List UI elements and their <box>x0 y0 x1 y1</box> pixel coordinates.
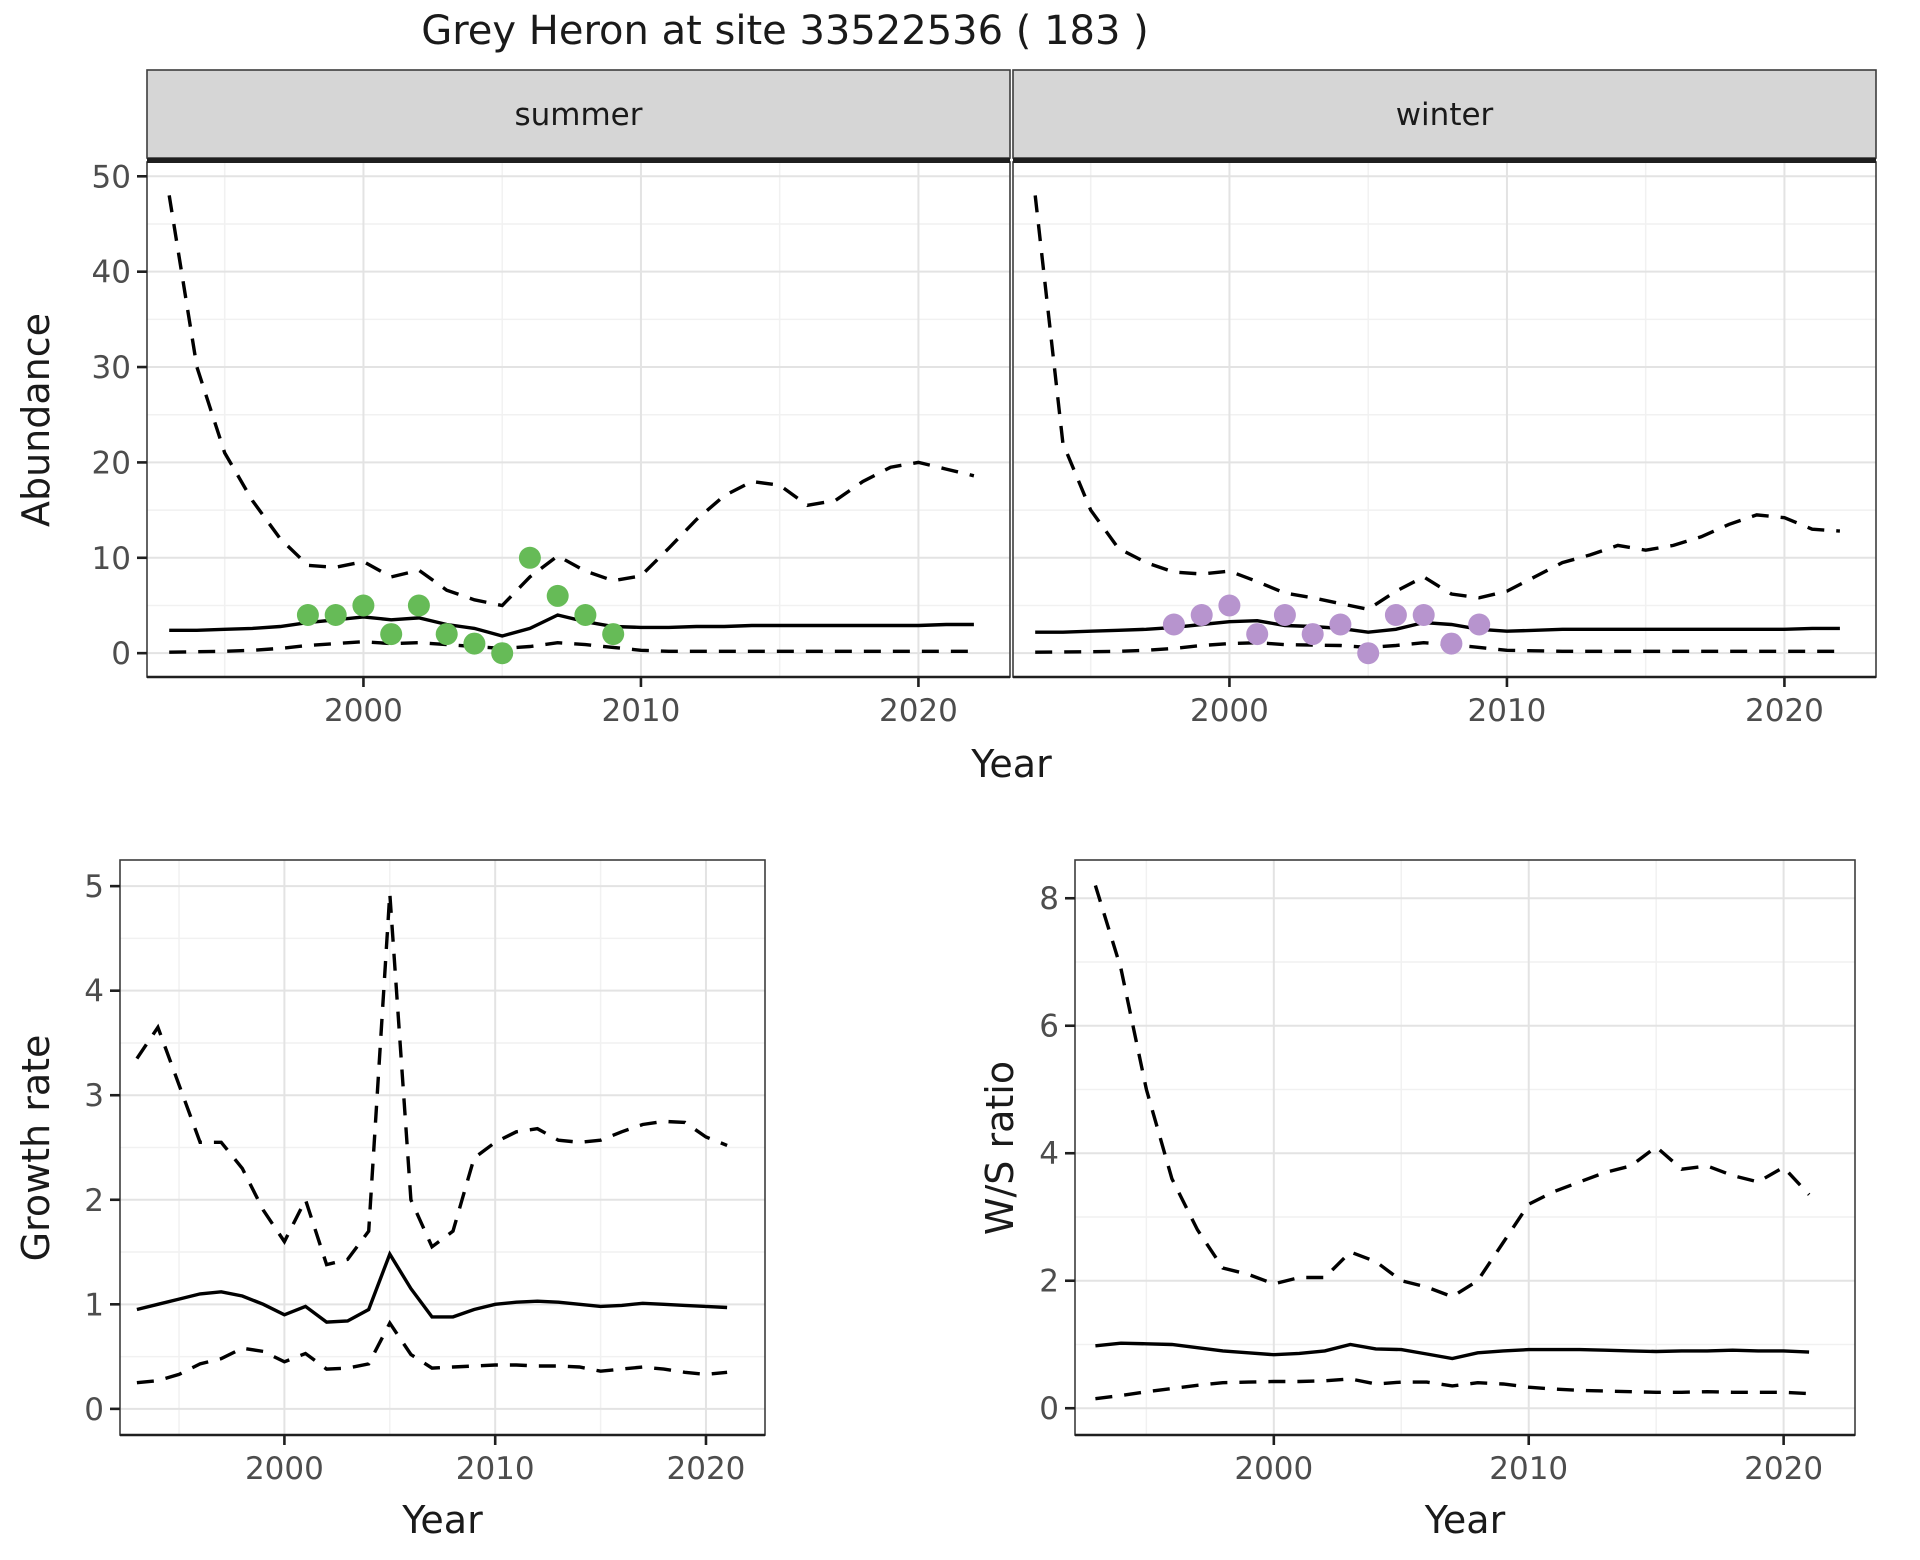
facet-strip <box>146 69 1011 159</box>
ws-ratio-chart: 2000 2010 2020 0 2 4 6 8 <box>1039 859 1856 1487</box>
x-tick-label: 2010 <box>1467 693 1546 729</box>
y-tick-label: 40 <box>92 255 131 291</box>
y-tick-label: 4 <box>1039 1136 1059 1172</box>
y-axis-title-abundance: Abundance <box>14 312 58 528</box>
x-tick-label: 2020 <box>1744 1451 1823 1487</box>
y-tick-label: 30 <box>92 350 131 386</box>
x-tick-label: 2010 <box>456 1451 535 1487</box>
observed-counts-winter <box>1384 604 1407 626</box>
facet-strip <box>1012 69 1877 159</box>
y-tick-label: 6 <box>1039 1009 1059 1045</box>
x-tick-label: 2000 <box>1190 693 1269 729</box>
observed-counts-winter <box>1412 604 1435 626</box>
observed-counts-summer <box>491 642 514 665</box>
x-axis-title-year-growth: Year <box>402 1498 483 1542</box>
observed-counts-summer <box>407 594 430 617</box>
y-tick-label: 3 <box>84 1078 104 1114</box>
observed-counts-winter <box>1440 632 1463 655</box>
observed-counts-summer <box>574 604 597 626</box>
observed-counts-winter <box>1329 613 1352 636</box>
x-axis-title-year-top: Year <box>971 742 1052 786</box>
observed-counts-winter <box>1357 642 1380 665</box>
y-tick-label: 5 <box>84 869 104 905</box>
x-tick-label: 2000 <box>1234 1451 1313 1487</box>
observed-counts-winter <box>1301 623 1324 646</box>
observed-counts-winter <box>1162 613 1185 636</box>
facet-strip-label: winter <box>1396 97 1494 133</box>
y-tick-label: 2 <box>1039 1264 1059 1300</box>
facet-strip-label: summer <box>514 97 642 133</box>
observed-counts-summer <box>435 623 458 646</box>
y-tick-label: 2 <box>84 1183 104 1219</box>
x-tick-label: 2020 <box>1745 693 1824 729</box>
observed-counts-summer <box>352 594 375 617</box>
x-tick-label: 2000 <box>324 693 403 729</box>
y-tick-label: 10 <box>92 541 131 577</box>
observed-counts-summer <box>380 623 403 646</box>
observed-counts-summer <box>602 623 625 646</box>
observed-counts-winter <box>1190 604 1213 626</box>
observed-counts-summer <box>296 604 319 626</box>
observed-counts-summer <box>463 632 486 655</box>
y-tick-label: 0 <box>1039 1391 1059 1427</box>
y-tick-label: 4 <box>84 974 104 1010</box>
observed-counts-winter <box>1273 604 1296 626</box>
y-tick-label: 0 <box>111 636 131 672</box>
abundance-summer-chart: 2000 2010 2020 0 10 20 30 40 50 summer <box>92 69 1011 729</box>
x-tick-label: 2010 <box>601 693 680 729</box>
x-tick-label: 2020 <box>879 693 958 729</box>
x-tick-label: 2000 <box>245 1451 324 1487</box>
observed-counts-summer <box>324 604 347 626</box>
growth-rate-chart: 2000 2010 2020 0 1 2 3 4 5 <box>84 859 766 1487</box>
x-tick-label: 2020 <box>667 1451 746 1487</box>
observed-counts-winter <box>1218 594 1241 617</box>
plot-title: Grey Heron at site 33522536 ( 183 ) <box>421 8 1149 54</box>
observed-counts-summer <box>518 546 541 569</box>
y-tick-label: 0 <box>84 1392 104 1428</box>
abundance-winter-chart: 2000 2010 2020 winter <box>1012 69 1877 729</box>
y-tick-label: 8 <box>1039 881 1059 917</box>
observed-counts-winter <box>1246 623 1269 646</box>
observed-counts-winter <box>1468 613 1491 636</box>
observed-counts-summer <box>546 584 569 607</box>
x-tick-label: 2010 <box>1489 1451 1568 1487</box>
x-axis-title-year-ws: Year <box>1424 1498 1506 1542</box>
y-tick-label: 50 <box>92 159 131 195</box>
y-tick-label: 1 <box>84 1287 104 1323</box>
y-tick-label: 20 <box>92 445 131 481</box>
